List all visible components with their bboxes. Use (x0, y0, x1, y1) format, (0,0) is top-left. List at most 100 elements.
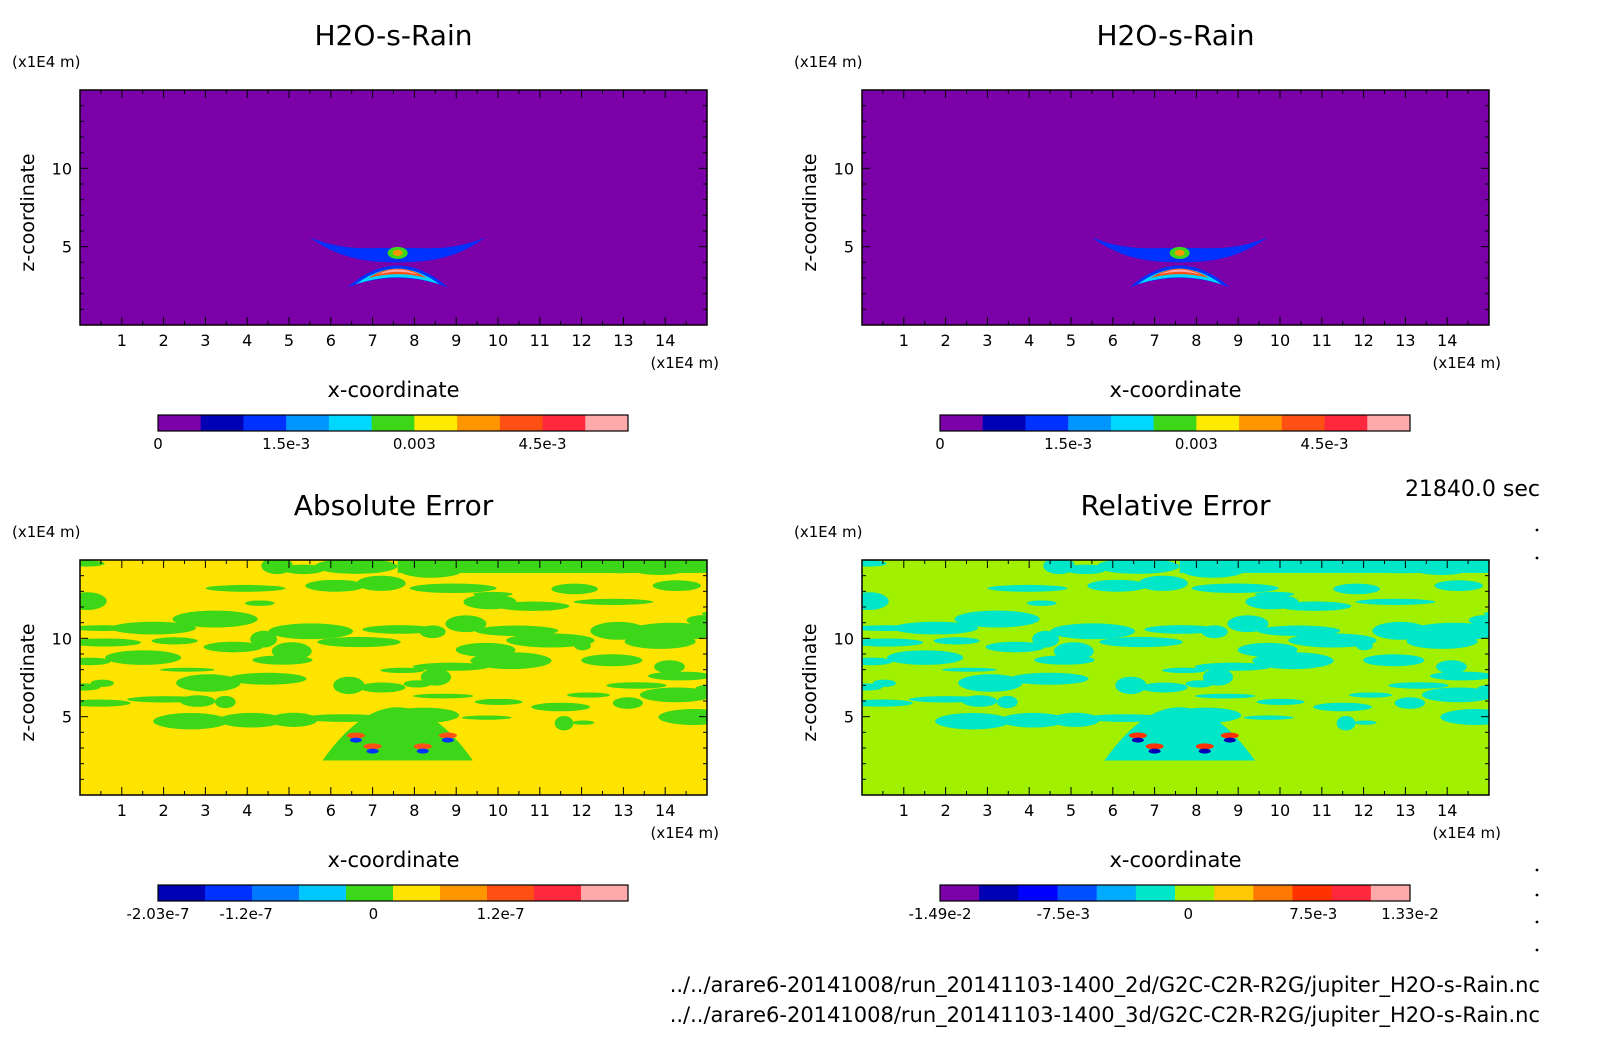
colorbar-swatch (1196, 415, 1240, 431)
colorbar-swatch (1153, 415, 1197, 431)
contour-patch (862, 657, 893, 666)
rain-core (392, 249, 403, 256)
time-label: 21840.0 sec (1405, 477, 1540, 502)
contour-patch (1179, 560, 1489, 573)
colorbar-swatch (205, 885, 253, 901)
colorbar-swatch (158, 885, 206, 901)
contour-patch (1032, 630, 1060, 648)
contour-patch (151, 637, 198, 645)
contour-patch (1313, 702, 1372, 712)
x-tick-label: 13 (1395, 801, 1415, 820)
file-path: ../../arare6-20141008/run_20141103-1400_… (670, 973, 1540, 998)
extreme-feature (1220, 732, 1239, 739)
colorbar-swatch (457, 415, 501, 431)
colorbar-tick-label: 1.5e-3 (262, 435, 310, 453)
contour-patch (1051, 712, 1100, 727)
colorbar-tick-label: 0 (369, 905, 379, 923)
x-tick-label: 8 (1191, 801, 1201, 820)
contour-patch (1491, 692, 1525, 696)
colorbar-tick-label: 1.5e-3 (1044, 435, 1092, 453)
contour-patch (496, 601, 570, 611)
x-tick-label: 2 (941, 331, 951, 350)
colorbar-tick-label: 0.003 (393, 435, 436, 453)
edge-dot (1535, 948, 1539, 952)
x-unit-label: (x1E4 m) (650, 824, 719, 842)
contour-patch (566, 692, 611, 698)
colorbar-swatch (414, 415, 458, 431)
contour-patch (1430, 671, 1489, 681)
y-unit-label: (x1E4 m) (794, 523, 863, 541)
colorbar-tick-label: -7.5e-3 (1037, 905, 1090, 923)
colorbar-swatch (982, 415, 1026, 431)
contour-patch (862, 638, 924, 647)
x-tick-label: 9 (1233, 801, 1243, 820)
contour-patch (1087, 579, 1148, 592)
colorbar-tick-label: -2.03e-7 (127, 905, 190, 923)
colorbar-swatch (499, 415, 544, 431)
x-tick-label: 5 (284, 331, 294, 350)
contour-patch (1191, 583, 1279, 593)
contour-patch (305, 579, 366, 592)
contour-patch (80, 638, 142, 647)
contour-patch (160, 667, 215, 672)
contour-patch (935, 713, 1011, 730)
contour-patch (958, 674, 1023, 692)
contour-patch (1483, 611, 1489, 616)
colorbar-swatch (534, 885, 582, 901)
contour-patch (105, 650, 182, 665)
panel-title: H2O-s-Rain (314, 19, 472, 52)
y-tick-label: 5 (62, 238, 72, 257)
colorbar-tick-label: 1.33e-2 (1381, 905, 1439, 923)
x-tick-label: 10 (488, 801, 508, 820)
extreme-feature (1128, 732, 1147, 739)
x-tick-label: 14 (655, 331, 675, 350)
colorbar-swatch (1214, 885, 1254, 901)
x-tick-label: 3 (200, 801, 210, 820)
contour-patch (111, 621, 196, 635)
y-unit-label: (x1E4 m) (12, 523, 81, 541)
x-tick-label: 5 (284, 801, 294, 820)
x-tick-label: 10 (488, 331, 508, 350)
extreme-feature (1223, 737, 1236, 743)
x-tick-label: 12 (571, 331, 591, 350)
contour-field (309, 237, 486, 288)
contour-patch (862, 592, 889, 610)
edge-dot (1535, 868, 1539, 872)
contour-patch (701, 611, 707, 616)
contour-patch (1388, 682, 1449, 689)
contour-patch (893, 621, 978, 635)
panel-title: Relative Error (1080, 489, 1271, 522)
y-axis-label: z-coordinate (799, 153, 821, 271)
y-tick-label: 10 (52, 159, 72, 178)
contour-patch (474, 698, 523, 706)
x-tick-label: 4 (1024, 801, 1034, 820)
colorbar-tick-label: 0 (1184, 905, 1194, 923)
colorbar-frame (157, 884, 629, 902)
x-tick-label: 4 (242, 331, 252, 350)
contour-patch (1096, 560, 1180, 574)
contour-field (80, 560, 707, 761)
contour-patch (531, 702, 590, 712)
x-tick-label: 14 (1437, 331, 1457, 350)
y-axis-label: z-coordinate (799, 623, 821, 741)
contour-patch (317, 636, 401, 648)
x-tick-label: 6 (1108, 331, 1118, 350)
contour-patch (413, 693, 474, 699)
x-tick-label: 2 (159, 801, 169, 820)
y-unit-label: (x1E4 m) (12, 53, 81, 71)
contour-patch (686, 615, 707, 626)
edge-dot (1535, 556, 1539, 560)
contour-field (1091, 237, 1268, 288)
rain-arc (1150, 268, 1209, 278)
colorbar-swatch (1135, 885, 1176, 901)
x-tick-label: 11 (1312, 801, 1332, 820)
contour-patch (572, 720, 595, 725)
x-unit-label: (x1E4 m) (650, 354, 719, 372)
x-axis-label: x-coordinate (327, 378, 459, 402)
colorbar-swatch (1057, 885, 1098, 901)
contour-patch (1141, 682, 1188, 693)
contour-patch (359, 682, 406, 693)
